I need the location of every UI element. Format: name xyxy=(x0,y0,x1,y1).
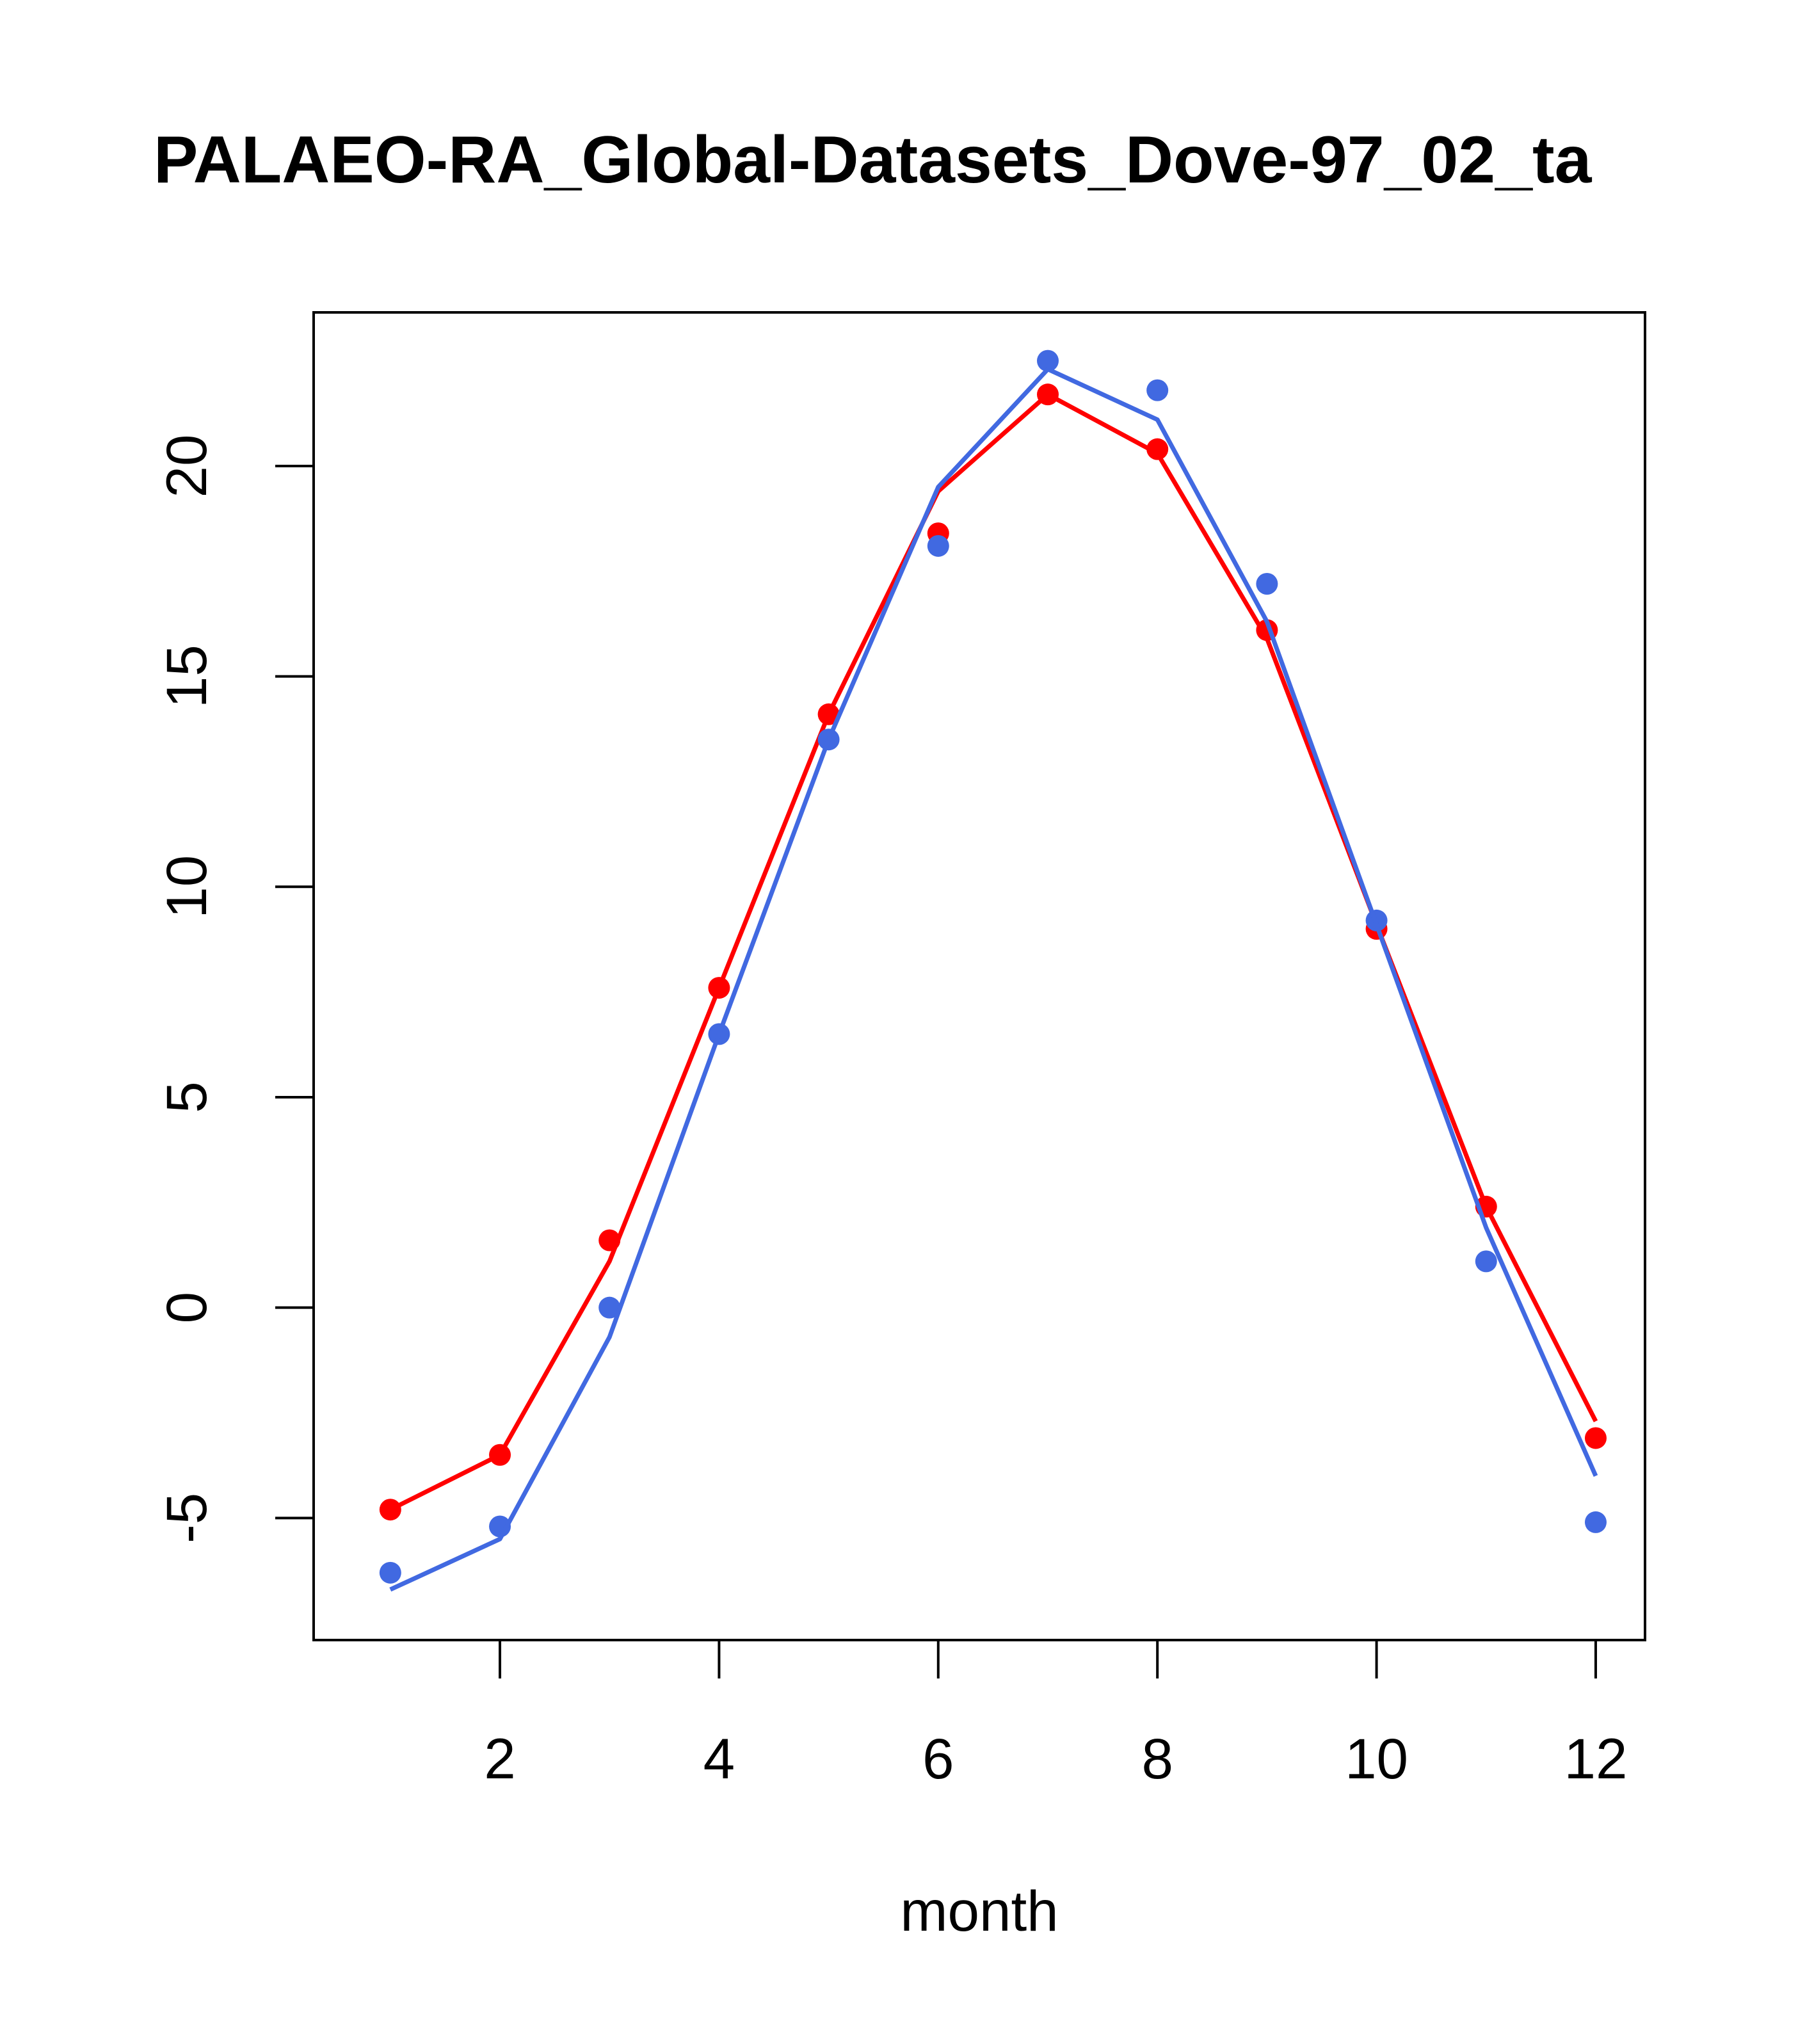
data-point xyxy=(1584,1427,1607,1449)
series-2 xyxy=(379,350,1607,1592)
data-point xyxy=(598,1296,621,1319)
y-tick-label: 15 xyxy=(154,645,218,708)
x-tick-label: 6 xyxy=(922,1726,954,1791)
data-point xyxy=(1036,350,1059,372)
x-tick-label: 8 xyxy=(1141,1726,1173,1791)
data-point xyxy=(1475,1250,1497,1273)
y-tick-label: -5 xyxy=(154,1493,218,1543)
x-axis-title: month xyxy=(900,1879,1058,1943)
data-point xyxy=(927,535,949,557)
series-layer xyxy=(379,350,1607,1592)
data-point xyxy=(1584,1511,1607,1533)
data-point xyxy=(379,1561,401,1584)
x-axis: 2 4 6 8 10 12 xyxy=(484,1639,1627,1791)
y-tick-label: 5 xyxy=(154,1081,218,1113)
data-point xyxy=(1146,438,1169,460)
series-1 xyxy=(379,383,1607,1521)
y-tick-label: 10 xyxy=(154,855,218,919)
series-line xyxy=(389,392,1598,1512)
x-tick-label: 12 xyxy=(1564,1726,1627,1791)
data-point xyxy=(1146,379,1169,401)
x-tick-label: 10 xyxy=(1345,1726,1408,1791)
x-tick-label: 2 xyxy=(484,1726,516,1791)
series-line xyxy=(389,367,1598,1592)
plot-frame xyxy=(312,311,1646,1641)
data-point xyxy=(1256,573,1278,595)
x-tick-label: 4 xyxy=(703,1726,735,1791)
y-axis: -5 0 5 10 15 20 xyxy=(154,434,315,1543)
chart-title: PALAEO-RA_Global-Datasets_Dove-97_02_ta xyxy=(154,123,1593,197)
y-tick-label: 0 xyxy=(154,1292,218,1323)
y-tick-label: 20 xyxy=(154,434,218,497)
